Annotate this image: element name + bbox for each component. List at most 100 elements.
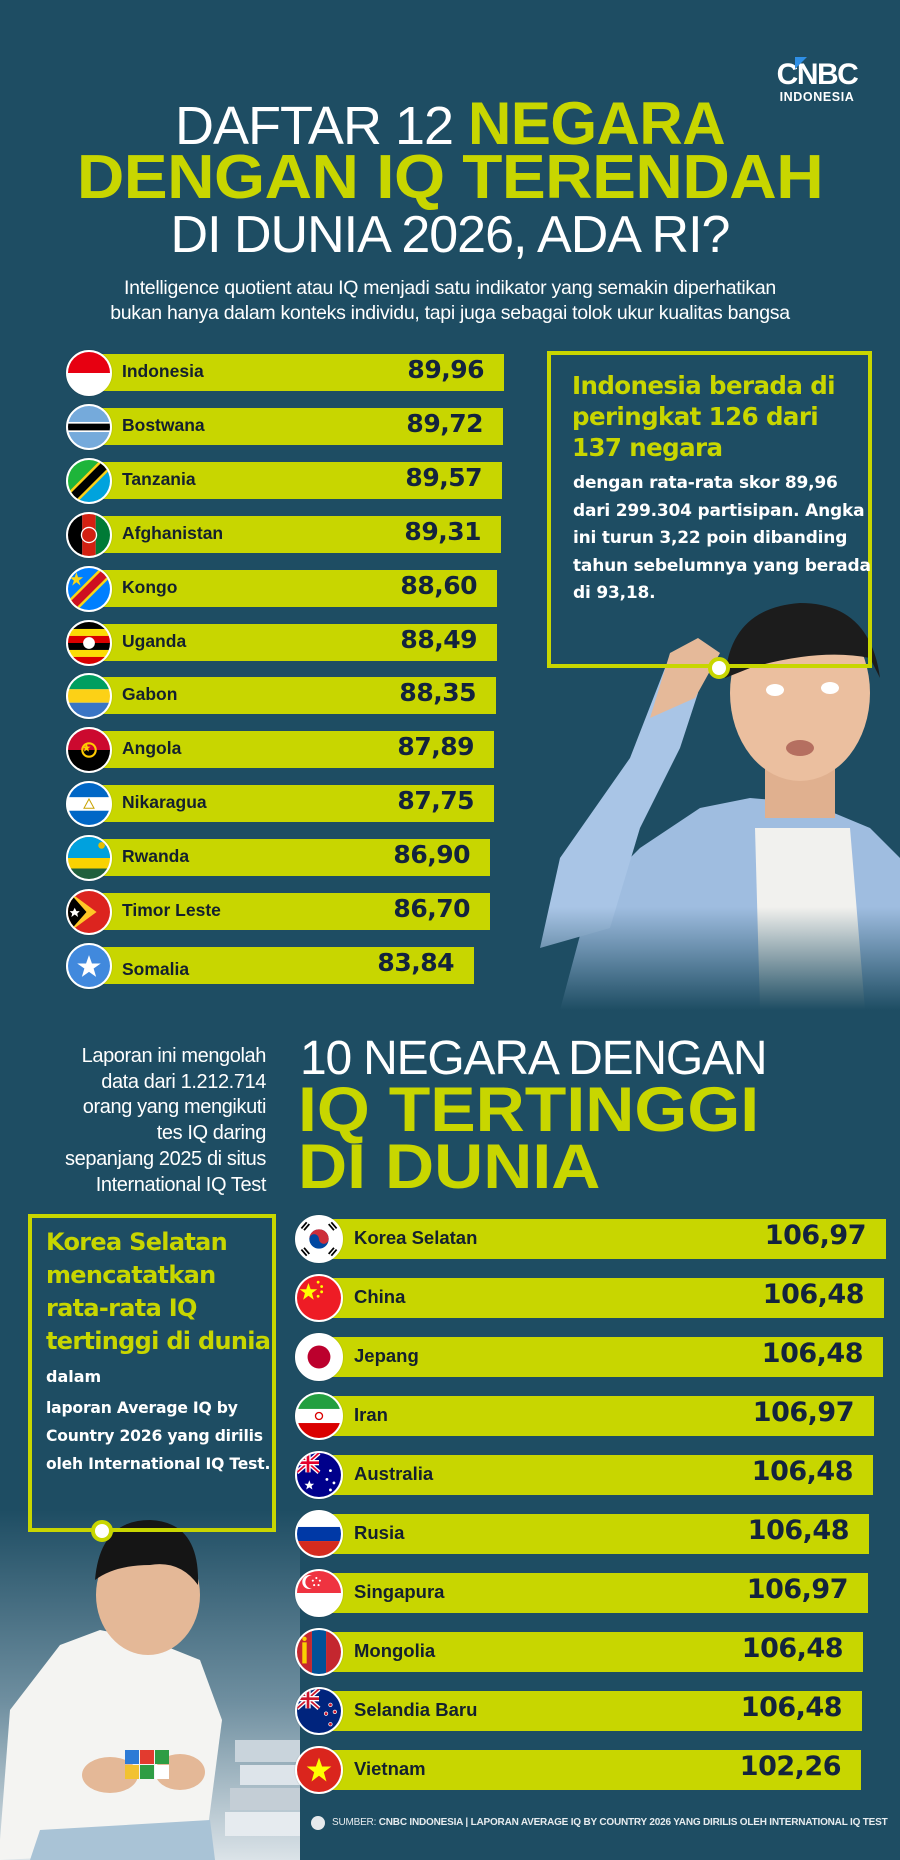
callout-connector-dot [91,1520,113,1542]
score-bar [322,1750,861,1790]
flag-botswana-icon [66,404,112,450]
iq-score-value: 89,31 [404,517,481,546]
score-bar [322,1691,862,1731]
indonesia-info-headline: Indonesia berada di peringkat 126 dari 1… [572,371,836,462]
iq-score-value: 87,89 [397,732,474,761]
logo-triangle-icon [795,57,807,69]
iq-score-value: 106,48 [747,1515,850,1546]
flag-russia-icon [295,1510,343,1558]
korea-info-box [28,1214,276,1532]
flag-tanzania-icon [66,458,112,504]
country-label: Somalia [122,959,190,979]
source-footer: SUMBER: CNBC INDONESIA | LAPORAN AVERAGE… [332,1817,888,1828]
flag-indonesia-icon [66,350,112,396]
flag-singapore-icon [295,1569,343,1617]
country-label: Korea Selatan [354,1227,478,1248]
list-item: Gabon 88,35 [0,673,900,719]
score-bar [322,1573,868,1613]
country-label: Indonesia [122,361,204,381]
list-item: Timor Leste 86,70 [0,889,900,935]
iq-score-value: 106,97 [746,1574,849,1605]
flag-iran-icon [295,1392,343,1440]
flag-japan-icon [295,1333,343,1381]
list-item: Selandia Baru 106,48 [0,1687,900,1735]
list-item: Bostwana 89,72 [0,404,900,450]
list-item: Jepang 106,48 [0,1333,900,1381]
photo-thinking-man [520,598,900,1010]
country-label: Mongolia [354,1640,436,1661]
flag-china-icon [295,1274,343,1322]
list-item: Afghanistan 89,31 [0,512,900,558]
list-item: Singapura 106,97 [0,1569,900,1617]
flag-nicaragua-icon [66,781,112,827]
page-subtitle: Intelligence quotient atau IQ menjadi sa… [110,277,790,324]
thinking-man-illustration [520,598,900,1010]
country-label: Angola [122,738,182,758]
score-bar [322,1632,863,1672]
country-label: Timor Leste [122,900,221,920]
score-bar [86,839,490,876]
country-label: Kongo [122,577,178,597]
highest-title-line-2: IQ TERTINGGI [298,1075,760,1145]
country-label: Uganda [122,631,187,651]
list-item: Indonesia 89,96 [0,350,900,396]
iq-score-value: 88,49 [400,625,477,654]
flag-angola-icon [66,727,112,773]
iq-score-value: 86,90 [393,840,470,869]
flag-rwanda-icon [66,835,112,881]
indonesia-info-body: dengan rata-rata skor 89,96 dari 299.304… [573,473,871,603]
iq-score-value: 106,48 [751,1456,854,1487]
country-label: Gabon [122,684,178,704]
iq-score-value: 106,97 [752,1397,855,1428]
score-bar [86,516,501,553]
iq-score-value: 89,72 [406,409,483,438]
iq-score-value: 88,35 [399,678,476,707]
country-label: China [354,1286,406,1307]
cnbc-indonesia-logo: CNBC INDONESIA [770,57,864,110]
iq-score-value: 106,48 [761,1338,864,1369]
page-title-line-1: DAFTAR 12 NEGARA [174,90,726,157]
score-bar [86,624,497,661]
page-title-line-2: DENGAN IQ TERENDAH [76,143,824,212]
flag-timor-leste-icon [66,889,112,935]
flag-mongolia-icon [295,1628,343,1676]
country-label: Tanzania [122,469,196,489]
flag-somalia-icon [66,943,112,989]
list-item: Rwanda 86,90 [0,835,900,881]
logo-wordmark: CNBC [776,57,859,91]
score-bar [322,1219,886,1259]
korea-info-body: laporan Average IQ by Country 2026 yang … [46,1399,271,1473]
list-item: Uganda 88,49 [0,620,900,666]
iq-score-value: 87,75 [397,786,474,815]
iq-score-value: 102,26 [739,1751,842,1782]
score-bar [86,354,504,391]
list-item: Rusia 106,48 [0,1510,900,1558]
footer-bullet-icon [311,1816,325,1830]
score-bar [86,408,503,445]
score-bar [86,570,497,607]
score-bar [322,1455,873,1495]
score-bar [86,731,494,768]
list-item: Korea Selatan 106,97 [0,1215,900,1263]
country-label: Australia [354,1463,434,1484]
country-label: Vietnam [354,1758,426,1779]
iq-score-value: 106,48 [741,1633,844,1664]
country-label: Jepang [354,1345,419,1366]
country-label: Afghanistan [122,523,224,543]
list-item: Angola 87,89 [0,727,900,773]
list-item: Australia 106,48 [0,1451,900,1499]
score-bar [322,1396,874,1436]
flag-south-korea-icon [295,1215,343,1263]
list-item: Mongolia 106,48 [0,1628,900,1676]
page-title-line-3: DI DUNIA 2026, ADA RI? [170,206,731,264]
boy-rubiks-illustration [0,1510,300,1860]
country-label: Nikaragua [122,792,207,812]
score-bar [322,1514,869,1554]
country-label: Bostwana [122,415,205,435]
score-bar [86,785,494,822]
flag-gabon-icon [66,673,112,719]
report-note: Laporan ini mengolah data dari 1.212.714… [65,1045,266,1196]
iq-score-value: 89,57 [405,463,482,492]
flag-congo-icon [66,566,112,612]
highest-title-line-3: DI DUNIA [298,1132,601,1202]
